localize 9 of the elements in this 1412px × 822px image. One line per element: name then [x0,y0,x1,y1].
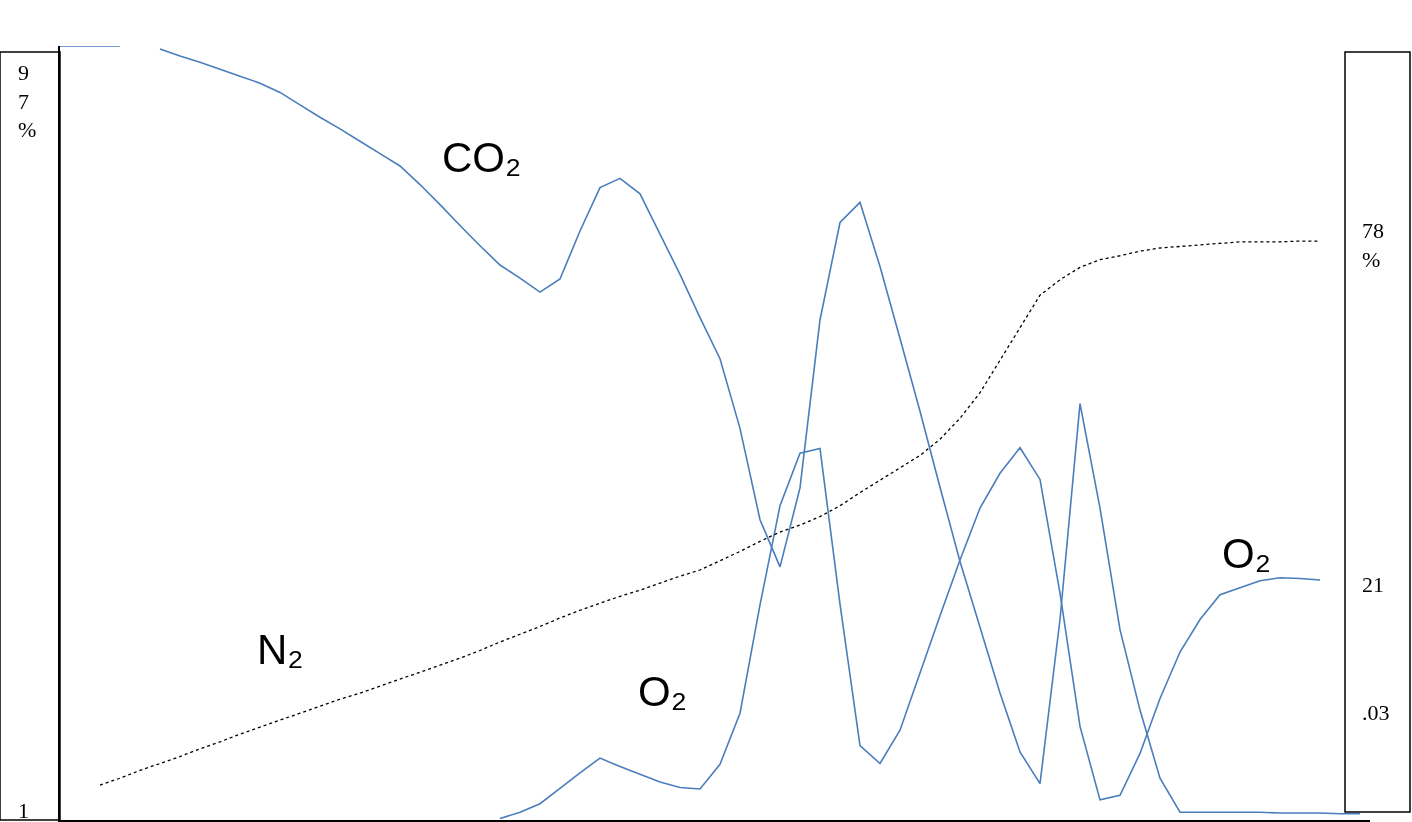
text: 97% [18,60,37,143]
series-label: CO₂ [442,134,522,181]
annotation: .03 [1362,700,1390,725]
annotation: O₂ [638,668,687,715]
series-label: O₂ [1222,530,1271,577]
annotation: 78% [1362,218,1384,272]
annotation: 21 [1362,572,1384,597]
series-label: N₂ [257,626,304,673]
text: 1 [18,798,29,822]
